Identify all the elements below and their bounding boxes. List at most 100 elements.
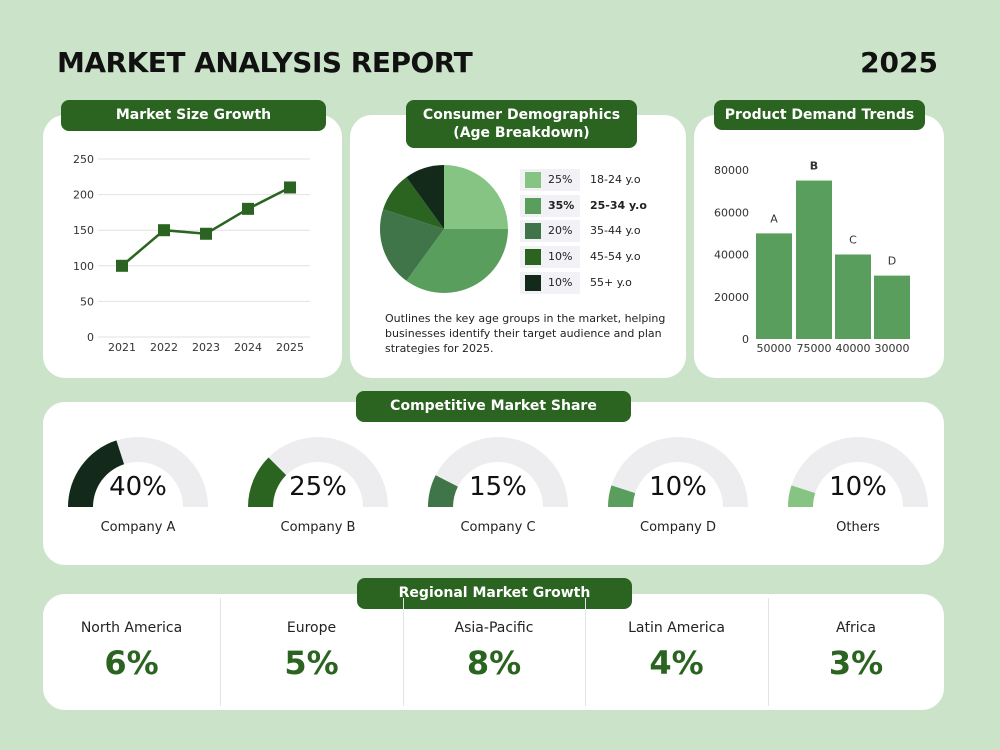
pie-slice (380, 209, 444, 281)
legend-item: 10% (520, 246, 580, 269)
region-item: Latin America 4% (585, 594, 768, 710)
gauge-track (608, 437, 748, 507)
legend-item: 10% (520, 271, 580, 294)
y-tick-label: 100 (73, 260, 94, 273)
divider (585, 598, 586, 706)
bar-category-label: D (888, 255, 896, 268)
divider (403, 598, 404, 706)
legend-swatch (525, 249, 541, 266)
gauge-track (788, 437, 928, 507)
region-name: Europe (286, 620, 337, 636)
y-tick-label: 40000 (714, 249, 749, 262)
region-name: Latin America (628, 620, 725, 636)
region-growth: 5% (284, 644, 339, 682)
gauge-fill (608, 485, 636, 507)
x-tick-label: 2023 (192, 341, 220, 354)
x-tick-label: 75000 (797, 342, 832, 355)
gauge-track (248, 437, 388, 507)
gauge-company-name: Others (836, 520, 880, 535)
gauge-percent: 25% (289, 472, 347, 502)
region-item: Asia-Pacific 8% (403, 594, 585, 710)
legend-swatch (525, 197, 541, 214)
legend-item: 35% (520, 194, 580, 217)
pie-slice (406, 229, 508, 294)
legend-age-group: 25-34 y.o (590, 198, 647, 212)
x-tick-label: 2025 (276, 341, 304, 354)
pie-slice (444, 165, 508, 229)
demand-header: Product Demand Trends (714, 100, 925, 130)
legend-percent: 25% (548, 173, 573, 186)
legend-age-group: 55+ y.o (590, 275, 632, 289)
region-name: Asia-Pacific (454, 620, 534, 636)
gauge-company-name: Company C (460, 520, 536, 535)
market-size-header: Market Size Growth (61, 100, 326, 131)
gauge-percent: 15% (469, 472, 527, 502)
x-tick-label: 2021 (108, 341, 136, 354)
bar (756, 233, 792, 339)
legend-item: 20% (520, 220, 580, 243)
region-growth: 6% (104, 644, 159, 682)
bar (796, 180, 832, 339)
gauge-fill (68, 440, 125, 507)
y-tick-label: 0 (742, 333, 749, 346)
y-tick-label: 20000 (714, 291, 749, 304)
region-name: North America (80, 620, 183, 636)
x-tick-label: 50000 (757, 342, 792, 355)
page-title: MARKET ANALYSIS REPORT (57, 46, 473, 79)
region-name: Africa (836, 620, 876, 636)
gauge-track (428, 437, 568, 507)
gauge-percent: 40% (109, 472, 167, 502)
gauge-fill (428, 475, 458, 507)
data-point (116, 259, 128, 272)
divider (768, 598, 769, 706)
bar-category-label: C (849, 234, 857, 247)
series-line (121, 186, 291, 267)
y-tick-label: 80000 (714, 164, 749, 177)
legend-item: 25% (520, 169, 580, 191)
region-growth: 3% (828, 644, 884, 682)
legend-percent: 35% (548, 198, 575, 212)
data-point (200, 227, 212, 240)
legend-percent: 20% (548, 224, 573, 238)
bar-category-label: B (810, 160, 818, 173)
gauge-company-name: Company D (640, 520, 716, 535)
region-item: North America 6% (43, 594, 220, 710)
region-item: Europe 5% (220, 594, 403, 710)
x-tick-label: 40000 (836, 342, 871, 355)
y-tick-label: 150 (73, 224, 94, 237)
market-share-header: Competitive Market Share (356, 391, 631, 422)
bar (874, 275, 910, 339)
report-year: 2025 (860, 46, 938, 79)
x-tick-label: 2022 (150, 341, 178, 354)
data-point (284, 181, 296, 194)
gauge-company-name: Company A (100, 520, 176, 535)
region-growth: 4% (649, 644, 704, 682)
x-tick-label: 30000 (875, 342, 910, 355)
legend-swatch (525, 223, 541, 240)
legend-swatch (525, 172, 541, 188)
y-tick-label: 60000 (714, 206, 749, 219)
pie-slice (406, 165, 444, 229)
y-tick-label: 200 (73, 189, 94, 202)
demographics-description: Outlines the key age groups in the marke… (385, 312, 666, 355)
data-point (158, 224, 170, 237)
legend-swatch (525, 274, 541, 291)
legend-age-group: 18-24 y.o (590, 173, 641, 186)
gauge-percent: 10% (649, 472, 707, 502)
regional-header: Regional Market Growth (357, 578, 632, 609)
gauge-fill (787, 485, 816, 507)
pie-slice (383, 177, 444, 229)
region-item: Africa 3% (768, 594, 944, 710)
region-growth: 8% (466, 644, 522, 682)
demographics-header: Consumer Demographics (Age Breakdown) (406, 100, 637, 148)
legend-percent: 10% (548, 250, 573, 264)
y-tick-label: 50 (80, 295, 94, 308)
gauge-percent: 10% (829, 472, 887, 502)
data-point (242, 202, 254, 215)
divider (220, 598, 221, 706)
gauge-fill (248, 457, 287, 507)
legend-percent: 10% (548, 275, 573, 289)
bar (835, 254, 871, 339)
x-tick-label: 2024 (234, 341, 262, 354)
